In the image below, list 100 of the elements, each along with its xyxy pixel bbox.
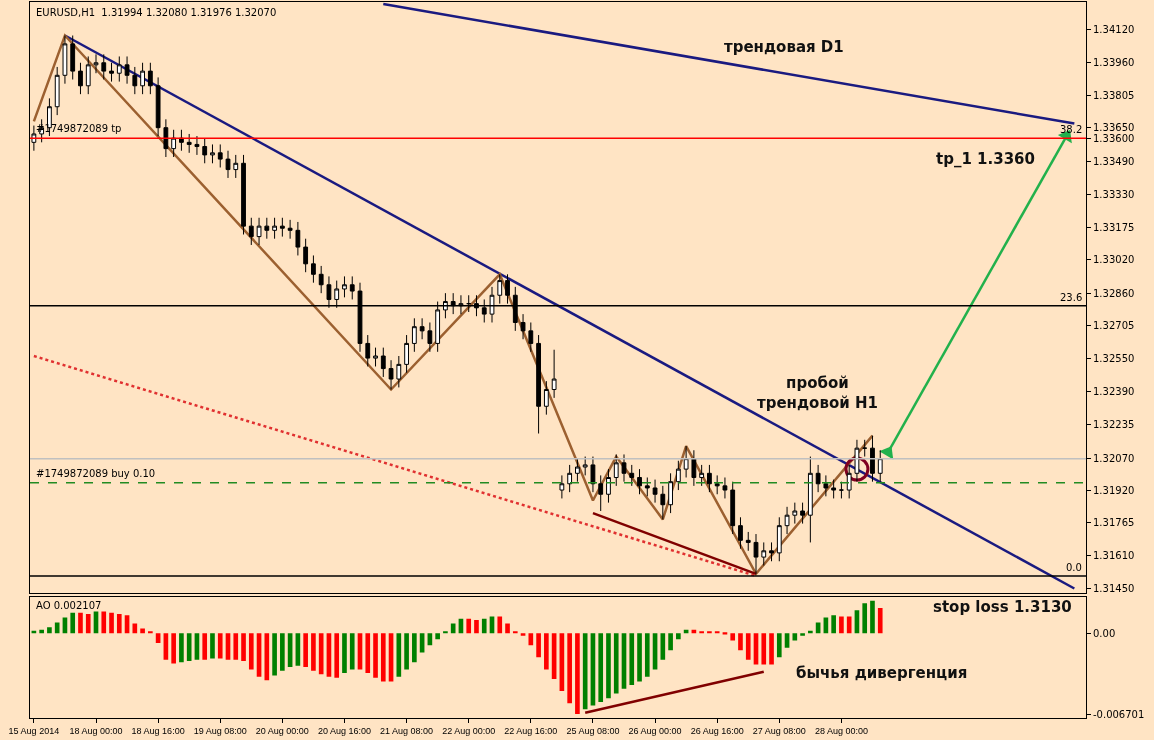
candlestick (365, 334, 371, 367)
chart-title: AO 0.002107 (36, 600, 102, 611)
bar (450, 623, 456, 634)
bar (373, 633, 378, 678)
candlestick (613, 453, 619, 487)
candlestick (707, 464, 712, 493)
y-tick-label: 1.32390 (1093, 386, 1135, 398)
candlestick (877, 449, 883, 483)
bar (792, 633, 798, 641)
y-tick-label: 1.33960 (1093, 57, 1135, 69)
candlestick (427, 321, 433, 353)
bar (334, 633, 340, 678)
candlestick (582, 456, 588, 476)
candlestick (543, 380, 549, 416)
bar (567, 633, 572, 704)
y-tick-label: 1.31610 (1093, 549, 1135, 561)
annotation: #1749872089 buy 0.10 (36, 468, 156, 479)
candlestick (652, 479, 658, 504)
bar (132, 623, 138, 634)
bar (846, 616, 852, 634)
bar (380, 633, 386, 682)
bar (831, 615, 836, 634)
y-tick-label: 1.31450 (1093, 583, 1135, 595)
candlestick (598, 474, 604, 512)
bar (536, 633, 541, 658)
candlestick (629, 464, 635, 487)
bar (148, 631, 153, 634)
annotation: stop loss 1.3130 (933, 598, 1072, 616)
y-tick-label: 0.00 (1093, 627, 1116, 639)
bar (870, 600, 875, 634)
text: EURUSD,H1 1.31994 1.32080 1.31976 1.32070 (36, 7, 277, 18)
bar (520, 633, 526, 636)
bar (808, 630, 813, 634)
candlestick (404, 334, 409, 374)
x-tick-label: 22 Aug 00:00 (442, 725, 496, 736)
bar (745, 633, 751, 660)
candlestick (396, 355, 402, 388)
candlestick (171, 129, 177, 158)
candlestick (567, 464, 573, 493)
candlestick (411, 317, 417, 353)
bar (202, 633, 208, 660)
candlestick (644, 476, 650, 497)
bar (171, 633, 176, 664)
bar (264, 633, 270, 681)
x-tick-label: 22 Aug 16:00 (504, 725, 558, 736)
candlestick (761, 541, 767, 566)
candlestick (179, 129, 184, 152)
candlestick (862, 439, 868, 458)
bar (349, 633, 355, 670)
bar (210, 633, 215, 659)
candlestick (70, 35, 76, 80)
candlestick (536, 334, 541, 434)
candlestick (186, 133, 192, 154)
x-tick-label: 20 Aug 00:00 (255, 725, 309, 736)
candlestick (691, 449, 697, 487)
bar (637, 633, 642, 682)
bar (404, 633, 409, 670)
x-tick-label: 26 Aug 16:00 (690, 725, 744, 736)
bar (101, 611, 107, 634)
candlestick (388, 359, 394, 391)
y-tick-label: 1.33330 (1093, 189, 1135, 201)
y-tick-label: -0.006701 (1093, 708, 1145, 720)
candlestick (738, 516, 743, 550)
bar (839, 616, 844, 634)
y-tick-label: 1.33490 (1093, 155, 1135, 167)
bar (365, 633, 371, 674)
y-tick-label: 1.31920 (1093, 484, 1135, 496)
candlestick (380, 347, 386, 378)
candlestick (854, 439, 860, 483)
x-tick-label: 26 Aug 00:00 (628, 725, 682, 736)
candlestick (264, 217, 270, 240)
y-tick-label: 1.32705 (1093, 320, 1135, 332)
candlestick (279, 217, 285, 238)
candlestick (373, 347, 378, 367)
bar (311, 633, 316, 671)
y-tick-label: 1.32235 (1093, 418, 1135, 430)
bar (505, 623, 510, 634)
x-tick-label: 15 Aug 2014 (8, 725, 60, 736)
x-tick-label: 21 Aug 08:00 (380, 725, 434, 736)
bar (241, 633, 246, 661)
candlestick (147, 62, 153, 95)
candlestick (823, 474, 829, 497)
candlestick (699, 464, 705, 487)
bar (862, 603, 868, 634)
y-tick-label: 1.32070 (1093, 453, 1135, 465)
candlestick (769, 541, 774, 562)
bar (699, 631, 704, 634)
bar (769, 633, 774, 665)
candlestick (590, 456, 596, 493)
candlestick (575, 458, 580, 483)
candlestick (233, 154, 239, 179)
y-tick-label: 1.33600 (1093, 132, 1135, 144)
candlestick (155, 76, 161, 137)
candlestick (287, 219, 293, 240)
bar (85, 613, 91, 634)
bar (116, 613, 122, 634)
y-tick-label: 1.32550 (1093, 352, 1135, 364)
annotation: 23.6 (1060, 292, 1083, 303)
y-tick-label: 1.34120 (1093, 23, 1135, 35)
bar (303, 633, 308, 668)
